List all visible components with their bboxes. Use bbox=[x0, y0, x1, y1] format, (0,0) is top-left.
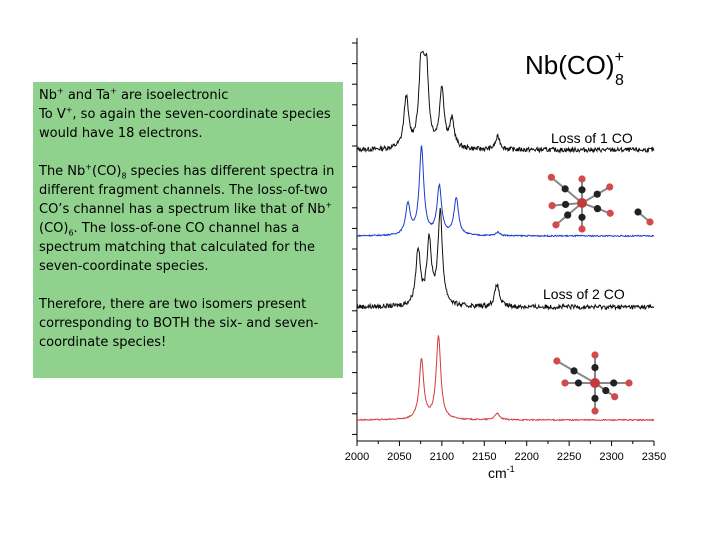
x-tick-label: 2250 bbox=[557, 451, 581, 463]
carbon-atom bbox=[602, 386, 610, 395]
carbon-atom bbox=[561, 200, 570, 209]
spectrum-traces bbox=[356, 50, 655, 422]
oxygen-atom bbox=[625, 379, 633, 387]
oxygen-atom bbox=[552, 221, 560, 229]
x-tick-labels: 2000 2050 2100 2150 2200 2250 2300 2350 bbox=[345, 451, 666, 463]
paragraph-spectra: The Nb+(CO)8 species has different spect… bbox=[39, 162, 335, 274]
carbon-atom bbox=[591, 364, 599, 372]
carbon-atom bbox=[574, 379, 583, 387]
metal-atom bbox=[577, 198, 587, 208]
oxygen-atom bbox=[591, 407, 599, 415]
oxygen-atom bbox=[646, 218, 654, 226]
x-axis-label: cm-1 bbox=[488, 464, 515, 481]
oxygen-atom bbox=[578, 225, 586, 233]
oxygen-atom bbox=[547, 173, 555, 181]
paragraph-conclusion: Therefore, there are two isomers present… bbox=[39, 297, 319, 350]
chart-axes bbox=[352, 38, 655, 446]
carbon-atom bbox=[610, 379, 618, 387]
channel-label-loss-2: Loss of 2 CO bbox=[543, 286, 625, 302]
spectrum-line-4 bbox=[356, 335, 655, 422]
carbon-atom bbox=[634, 208, 642, 216]
carbon-atom bbox=[561, 185, 569, 193]
carbon-atom bbox=[578, 213, 586, 221]
spectrum-line-1 bbox=[356, 50, 655, 154]
molecule-structure-6-coordinate bbox=[553, 351, 633, 415]
oxygen-atom bbox=[561, 379, 569, 387]
x-tick-label: 2200 bbox=[514, 451, 538, 463]
x-tick-label: 2150 bbox=[472, 451, 496, 463]
explanation-textbox: Nb+ and Ta+ are isoelectronic To V+, so a… bbox=[33, 82, 343, 378]
oxygen-atom bbox=[553, 357, 561, 365]
oxygen-atom bbox=[606, 183, 614, 191]
carbon-atom bbox=[591, 394, 599, 402]
oxygen-atom bbox=[611, 393, 619, 401]
oxygen-atom bbox=[606, 209, 614, 217]
x-tick-label: 2300 bbox=[599, 451, 623, 463]
spectrum-line-2 bbox=[357, 145, 655, 238]
paragraph-isoelectronic: Nb+ and Ta+ are isoelectronic To V+, so a… bbox=[39, 86, 331, 141]
molecule-structure-7-coordinate bbox=[547, 173, 654, 233]
x-tick-label: 2350 bbox=[642, 451, 666, 463]
carbon-atom bbox=[578, 186, 586, 194]
spectrum-line-3 bbox=[356, 207, 655, 312]
x-tick-label: 2050 bbox=[387, 451, 411, 463]
oxygen-atom bbox=[591, 351, 599, 359]
carbon-atom bbox=[593, 190, 601, 198]
channel-label-loss-1: Loss of 1 CO bbox=[551, 130, 633, 146]
carbon-atom bbox=[570, 367, 578, 375]
oxygen-atom bbox=[578, 175, 586, 183]
metal-atom bbox=[590, 378, 600, 388]
carbon-atom bbox=[564, 211, 572, 219]
chart-title: Nb(CO)+ 8 bbox=[525, 49, 624, 89]
oxygen-atom bbox=[548, 202, 556, 210]
carbon-atom bbox=[593, 205, 602, 213]
x-tick-label: 2000 bbox=[345, 451, 369, 463]
x-tick-label: 2100 bbox=[430, 451, 454, 463]
